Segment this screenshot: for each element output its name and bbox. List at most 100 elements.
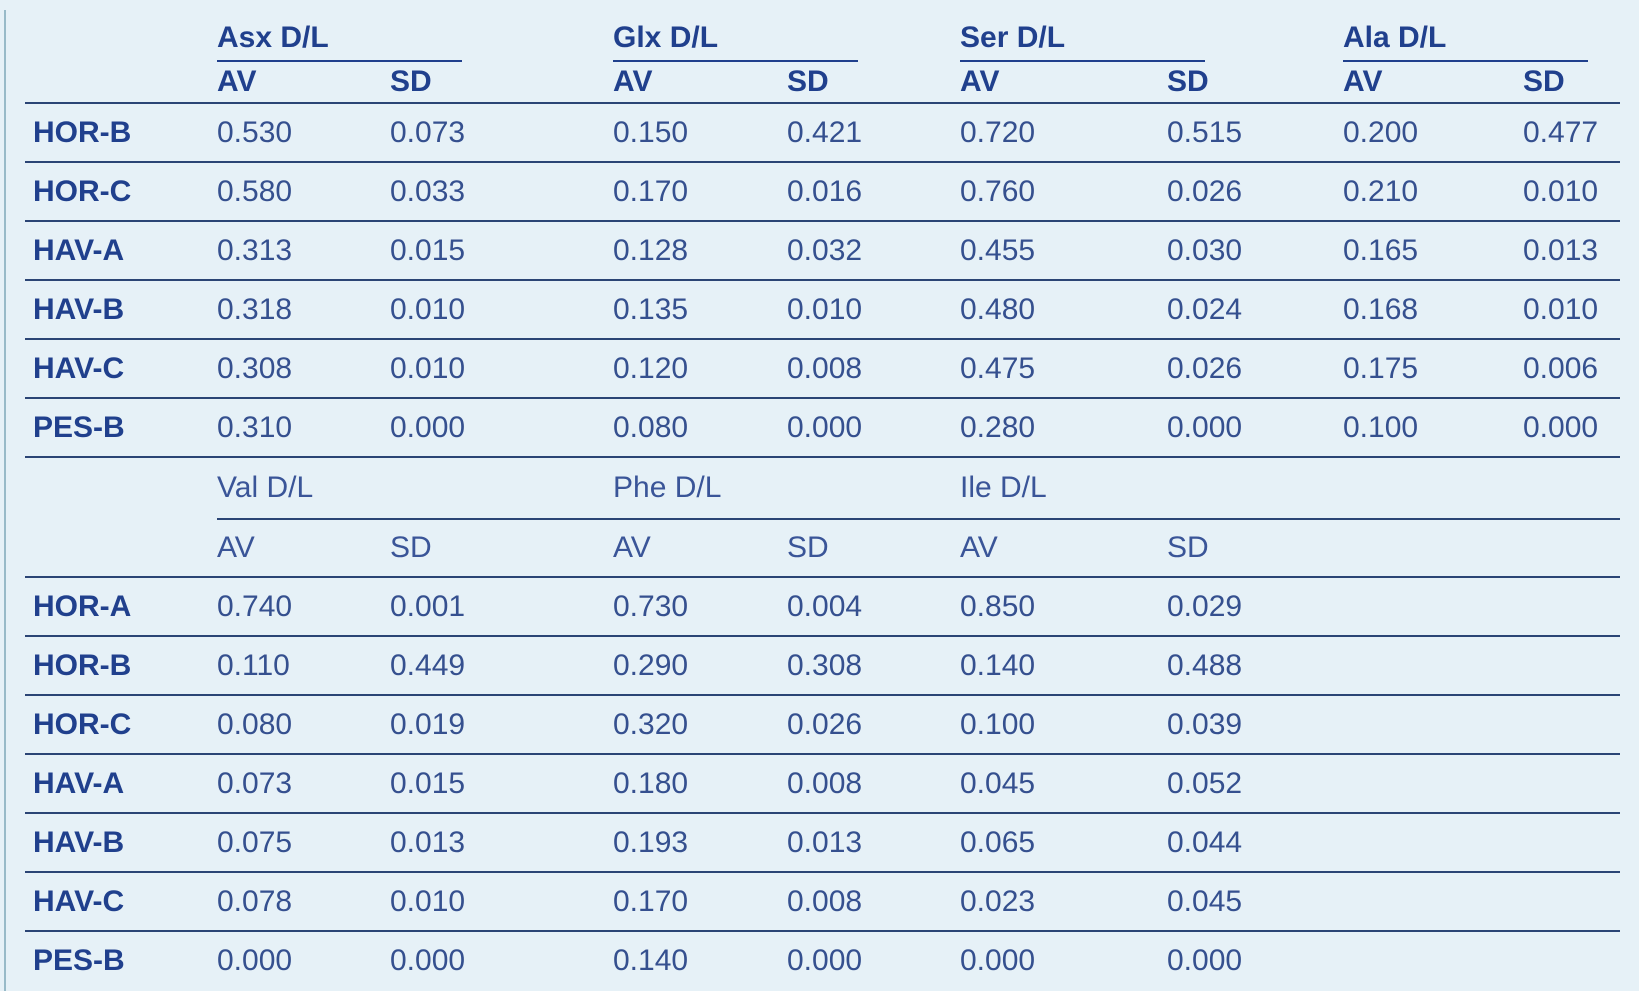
value-cell: 0.000 xyxy=(1523,397,1620,456)
table-row: HOR-B 0.110 0.449 0.290 0.308 0.140 0.488 xyxy=(25,635,1620,695)
value-cell: 0.000 xyxy=(960,930,1167,989)
col-header-av: AV xyxy=(217,519,390,578)
empty-cell xyxy=(1523,577,1620,636)
table-row: PES-B 0.000 0.000 0.140 0.000 0.000 0.000 xyxy=(25,930,1620,989)
value-cell: 0.480 xyxy=(960,279,1167,339)
value-cell: 0.100 xyxy=(1343,397,1523,456)
left-edge-rule xyxy=(4,10,6,991)
value-cell: 0.850 xyxy=(960,589,1036,623)
value-cell: 0.120 xyxy=(613,338,787,398)
col-header-sd: SD xyxy=(1523,62,1620,104)
row-label: PES-B xyxy=(25,397,217,456)
value-cell: 0.730 xyxy=(613,589,689,623)
col-header-av: AV xyxy=(613,62,787,104)
empty-cell xyxy=(1343,753,1523,813)
table-row: HOR-C 0.580 0.033 0.170 0.016 0.760 0.026 0.210… xyxy=(25,161,1620,221)
group-header-val: Val D/L xyxy=(217,456,613,520)
corner-cell xyxy=(25,456,217,519)
value-cell: 0.044 xyxy=(1167,812,1343,872)
table-row: HAV-A 0.073 0.015 0.180 0.008 0.045 0.052 xyxy=(25,753,1620,813)
value-cell: 0.033 xyxy=(390,161,613,221)
value-cell: 0.010 xyxy=(1523,279,1620,339)
value-cell: 0.135 xyxy=(613,279,787,339)
value-cell: 0.165 xyxy=(1343,220,1523,280)
value-cell: 0.449 xyxy=(390,635,613,695)
value-cell: 0.015 xyxy=(390,753,613,813)
table-row: HAV-B 0.318 0.010 0.135 0.010 0.480 0.024 0.168… xyxy=(25,279,1620,339)
value-cell: 0.488 xyxy=(1167,635,1343,695)
table-row: HAV-B 0.075 0.013 0.193 0.013 0.065 0.044 xyxy=(25,812,1620,872)
value-cell: 0.421 xyxy=(787,115,863,149)
value-cell: 0.760 xyxy=(960,161,1167,221)
value-cell: 0.175 xyxy=(1343,338,1523,398)
row-label: HAV-B xyxy=(25,279,217,339)
value-cell: 0.000 xyxy=(390,397,613,456)
value-cell: 0.110 xyxy=(217,635,390,695)
subheader-row: AV SD AV SD AV SD AV SD xyxy=(25,62,1620,104)
empty-cell xyxy=(1343,694,1523,754)
value-cell: 0.073 xyxy=(217,753,390,813)
group-header-empty xyxy=(1343,456,1620,520)
value-cell: 0.008 xyxy=(787,871,960,931)
row-label: HAV-A xyxy=(25,753,217,813)
col-header-sd: SD xyxy=(787,62,960,104)
value-cell: 0.000 xyxy=(1167,397,1343,456)
value-cell: 0.280 xyxy=(960,397,1167,456)
empty-cell xyxy=(1523,694,1620,754)
value-cell: 0.032 xyxy=(787,220,960,280)
value-cell: 0.045 xyxy=(1167,871,1343,931)
corner-cell xyxy=(25,519,217,578)
col-header-av: AV xyxy=(960,519,1167,578)
value-cell: 0.320 xyxy=(613,694,787,754)
value-cell: 0.475 xyxy=(960,338,1167,398)
empty-cell xyxy=(1343,635,1523,695)
row-label: HAV-C xyxy=(25,338,217,398)
value-cell: 0.180 xyxy=(613,753,787,813)
col-header-empty xyxy=(1343,519,1523,578)
col-header-av: AV xyxy=(217,62,390,104)
col-header-sd: SD xyxy=(390,519,613,578)
empty-cell xyxy=(1523,635,1620,695)
group-header-phe: Phe D/L xyxy=(613,456,960,520)
row-label: PES-B xyxy=(25,930,217,989)
row-label: HAV-B xyxy=(25,812,217,872)
group-header-row: Asx D/L Glx D/L Ser D/L Ala D/L xyxy=(25,10,1620,62)
col-header-sd: SD xyxy=(1167,519,1343,578)
value-cell: 0.010 xyxy=(787,279,960,339)
table-row: HAV-A 0.313 0.015 0.128 0.032 0.455 0.030 0.165… xyxy=(25,220,1620,280)
col-header-av: AV xyxy=(1343,62,1523,104)
value-cell: 0.010 xyxy=(390,279,613,339)
value-cell: 0.030 xyxy=(1167,220,1343,280)
row-label: HAV-C xyxy=(25,871,217,931)
value-cell: 0.013 xyxy=(1523,220,1620,280)
value-cell: 0.029 xyxy=(1167,589,1243,623)
empty-cell xyxy=(1343,930,1523,989)
table-row: HOR-B 0.530 0.073 0.150 0.421 0.720 0.515 0.200… xyxy=(25,103,1620,162)
amino-acid-racemization-page: Asx D/L Glx D/L Ser D/L Ala D/L AV SD AV… xyxy=(0,10,1639,989)
col-header-empty xyxy=(1523,519,1620,578)
value-cell: 0.026 xyxy=(787,694,960,754)
row-label: HOR-B xyxy=(33,115,132,149)
value-cell: 0.170 xyxy=(613,871,787,931)
value-cell: 0.310 xyxy=(217,397,390,456)
value-cell: 0.078 xyxy=(217,871,390,931)
value-cell: 0.026 xyxy=(1167,161,1343,221)
group-header-glx: Glx D/L xyxy=(613,21,858,62)
corner-cell xyxy=(25,62,217,104)
table-row: PES-B 0.310 0.000 0.080 0.000 0.280 0.000 0.100… xyxy=(25,397,1620,456)
row-label: HOR-A xyxy=(33,589,132,623)
empty-cell xyxy=(1523,753,1620,813)
value-cell: 0.010 xyxy=(390,871,613,931)
value-cell: 0.000 xyxy=(1167,930,1343,989)
row-label: HOR-C xyxy=(25,161,217,221)
value-cell: 0.052 xyxy=(1167,753,1343,813)
table-row: HOR-C 0.080 0.019 0.320 0.026 0.100 0.039 xyxy=(25,694,1620,754)
value-cell: 0.075 xyxy=(217,812,390,872)
value-cell: 0.140 xyxy=(960,635,1167,695)
empty-cell xyxy=(1523,871,1620,931)
racemization-table-bottom: Val D/L Phe D/L Ile D/L AV SD AV SD AV S… xyxy=(25,456,1620,989)
value-cell: 0.023 xyxy=(960,871,1167,931)
value-cell: 0.210 xyxy=(1343,161,1523,221)
value-cell: 0.001 xyxy=(390,589,466,623)
value-cell: 0.080 xyxy=(613,397,787,456)
